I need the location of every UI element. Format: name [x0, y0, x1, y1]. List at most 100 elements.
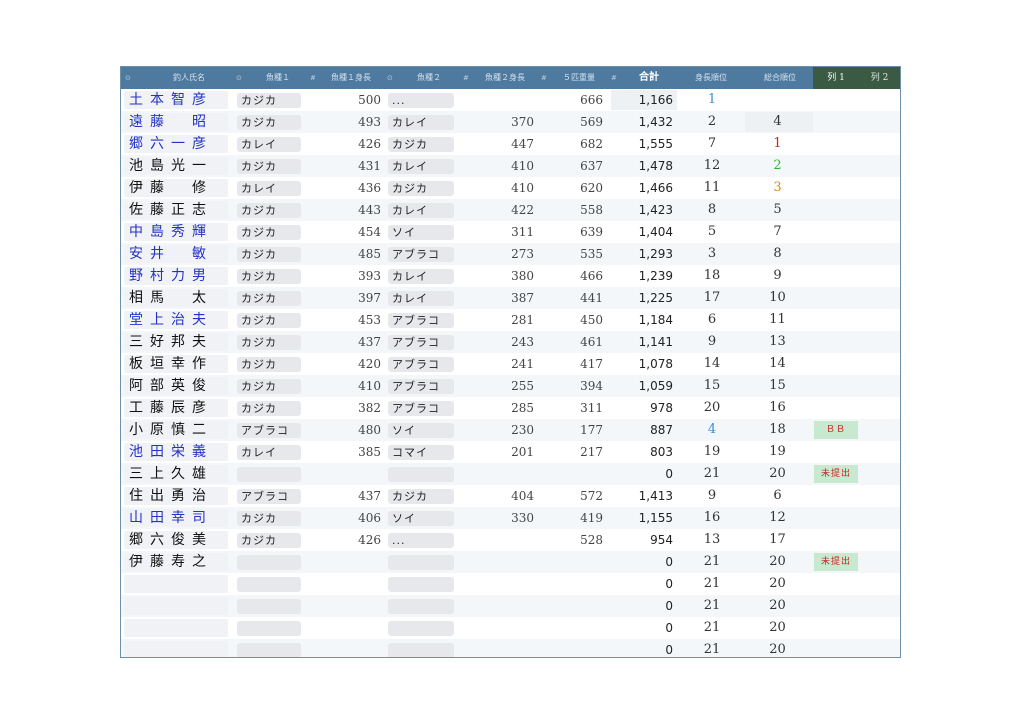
length-rank-cell[interactable]: 9 — [687, 331, 737, 353]
fish1-length-cell[interactable] — [321, 595, 381, 617]
fish1-select[interactable]: カジカ — [237, 247, 301, 262]
length-rank-cell[interactable]: 21 — [687, 639, 737, 658]
fish2-select[interactable]: ソイ — [388, 511, 454, 526]
total-cell[interactable]: 954 — [611, 529, 673, 551]
fish1-length-cell[interactable]: 431 — [321, 155, 381, 177]
length-rank-cell[interactable]: 19 — [687, 441, 737, 463]
total-cell[interactable]: 1,078 — [611, 353, 673, 375]
fish1-length-cell[interactable]: 485 — [321, 243, 381, 265]
table-row[interactable]: 住出勇治 アブラコ 437 カジカ 404 572 1,413 9 6 — [121, 485, 900, 507]
table-row[interactable]: 三上久雄 0 21 20 未提出 — [121, 463, 900, 485]
angler-name-cell[interactable]: 郷六一彦 — [124, 135, 228, 153]
five-fish-weight-cell[interactable]: 311 — [541, 397, 603, 419]
five-fish-weight-cell[interactable]: 450 — [541, 309, 603, 331]
total-cell[interactable]: 887 — [611, 419, 673, 441]
angler-name-cell[interactable]: 堂上治夫 — [124, 311, 228, 329]
fish2-length-cell[interactable]: 330 — [471, 507, 534, 529]
overall-rank-cell[interactable]: 19 — [744, 441, 811, 463]
header-angler-name[interactable]: 釣人氏名 — [135, 67, 243, 89]
total-cell[interactable]: 0 — [611, 595, 673, 617]
fish1-length-cell[interactable]: 437 — [321, 331, 381, 353]
five-fish-weight-cell[interactable]: 441 — [541, 287, 603, 309]
fish2-length-cell[interactable]: 422 — [471, 199, 534, 221]
fish2-select[interactable]: カレイ — [388, 159, 454, 174]
fish1-select[interactable]: カレイ — [237, 181, 301, 196]
fish1-length-cell[interactable]: 406 — [321, 507, 381, 529]
table-row[interactable]: 池田栄義 カレイ 385 コマイ 201 217 803 19 19 — [121, 441, 900, 463]
five-fish-weight-cell[interactable]: 569 — [541, 111, 603, 133]
fish2-length-cell[interactable]: 311 — [471, 221, 534, 243]
table-row[interactable]: 伊藤 修カレイ 436 カジカ 410 620 1,466 11 3 — [121, 177, 900, 199]
length-rank-cell[interactable]: 5 — [687, 221, 737, 243]
fish1-length-cell[interactable]: 443 — [321, 199, 381, 221]
fish2-length-cell[interactable]: 410 — [471, 155, 534, 177]
fish2-select[interactable]: カジカ — [388, 181, 454, 196]
length-rank-cell[interactable]: 18 — [687, 265, 737, 287]
header-length-rank[interactable]: 身長順位 — [681, 67, 741, 89]
fish2-select[interactable]: コマイ — [388, 445, 454, 460]
table-row[interactable]: 佐藤正志 カジカ 443 カレイ 422 558 1,423 8 5 — [121, 199, 900, 221]
angler-name-cell[interactable]: 池田栄義 — [124, 443, 228, 461]
fish1-length-cell[interactable]: 397 — [321, 287, 381, 309]
angler-name-cell[interactable]: 佐藤正志 — [124, 201, 228, 219]
fish1-select[interactable]: カジカ — [237, 115, 301, 130]
overall-rank-cell[interactable]: 3 — [744, 177, 811, 199]
five-fish-weight-cell[interactable]: 417 — [541, 353, 603, 375]
fish2-length-cell[interactable]: 273 — [471, 243, 534, 265]
field-type-icon[interactable]: ⊙ — [387, 67, 393, 89]
angler-name-cell[interactable]: 野村力男 — [124, 267, 228, 285]
fish2-length-cell[interactable]: 370 — [471, 111, 534, 133]
five-fish-weight-cell[interactable]: 535 — [541, 243, 603, 265]
table-row[interactable]: 板垣幸作 カジカ 420 アブラコ 241 417 1,078 14 14 — [121, 353, 900, 375]
length-rank-cell[interactable]: 12 — [687, 155, 737, 177]
total-cell[interactable]: 1,293 — [611, 243, 673, 265]
fish2-length-cell[interactable]: 387 — [471, 287, 534, 309]
length-rank-cell[interactable]: 7 — [687, 133, 737, 155]
status-badge[interactable]: 未提出 — [814, 465, 858, 483]
fish1-length-cell[interactable]: 500 — [321, 89, 381, 111]
table-row[interactable]: 郷六俊美 カジカ 426... 528 954 13 17 — [121, 529, 900, 551]
length-rank-cell[interactable]: 1 — [687, 89, 737, 111]
fish1-select[interactable]: カジカ — [237, 291, 301, 306]
length-rank-cell[interactable]: 2 — [687, 111, 737, 133]
header-total[interactable]: 合計 — [619, 67, 679, 89]
overall-rank-cell[interactable]: 12 — [744, 507, 811, 529]
overall-rank-cell[interactable]: 20 — [744, 573, 811, 595]
overall-rank-cell[interactable] — [744, 89, 811, 111]
length-rank-cell[interactable]: 9 — [687, 485, 737, 507]
fish2-length-cell[interactable]: 410 — [471, 177, 534, 199]
fish1-select[interactable]: カジカ — [237, 335, 301, 350]
fish1-select[interactable]: カジカ — [237, 313, 301, 328]
fish2-length-cell[interactable]: 230 — [471, 419, 534, 441]
fish2-length-cell[interactable]: 404 — [471, 485, 534, 507]
fish1-length-cell[interactable]: 436 — [321, 177, 381, 199]
header-five-fish-weight[interactable]: ５匹重量 — [549, 67, 609, 89]
five-fish-weight-cell[interactable] — [541, 551, 603, 573]
overall-rank-cell[interactable]: 16 — [744, 397, 811, 419]
angler-name-cell[interactable]: 遠藤 昭 — [124, 113, 228, 131]
length-rank-cell[interactable]: 21 — [687, 551, 737, 573]
overall-rank-cell[interactable]: 20 — [744, 595, 811, 617]
table-row[interactable]: 伊藤寿之 0 21 20 未提出 — [121, 551, 900, 573]
fish2-select[interactable]: カジカ — [388, 137, 454, 152]
angler-name-cell[interactable]: 池島光一 — [124, 157, 228, 175]
fish2-select[interactable] — [388, 621, 454, 636]
header-column-2[interactable]: 列 2 — [859, 67, 900, 89]
fish2-select[interactable]: ... — [388, 93, 454, 108]
five-fish-weight-cell[interactable] — [541, 639, 603, 658]
fish1-select[interactable] — [237, 555, 301, 570]
angler-name-cell[interactable]: 土本智彦 — [124, 91, 228, 109]
total-cell[interactable]: 1,059 — [611, 375, 673, 397]
fish1-length-cell[interactable]: 426 — [321, 529, 381, 551]
fish1-length-cell[interactable]: 493 — [321, 111, 381, 133]
table-row[interactable]: 0 21 20 — [121, 595, 900, 617]
total-cell[interactable]: 978 — [611, 397, 673, 419]
overall-rank-cell[interactable]: 15 — [744, 375, 811, 397]
table-row[interactable]: 小原慎二 アブラコ 480 ソイ 230 177 887 4 18 ＢＢ — [121, 419, 900, 441]
fish2-length-cell[interactable]: 255 — [471, 375, 534, 397]
overall-rank-cell[interactable]: 14 — [744, 353, 811, 375]
overall-rank-cell[interactable]: 11 — [744, 309, 811, 331]
fish2-select[interactable]: カレイ — [388, 115, 454, 130]
fish2-select[interactable] — [388, 467, 454, 482]
total-cell[interactable]: 1,423 — [611, 199, 673, 221]
